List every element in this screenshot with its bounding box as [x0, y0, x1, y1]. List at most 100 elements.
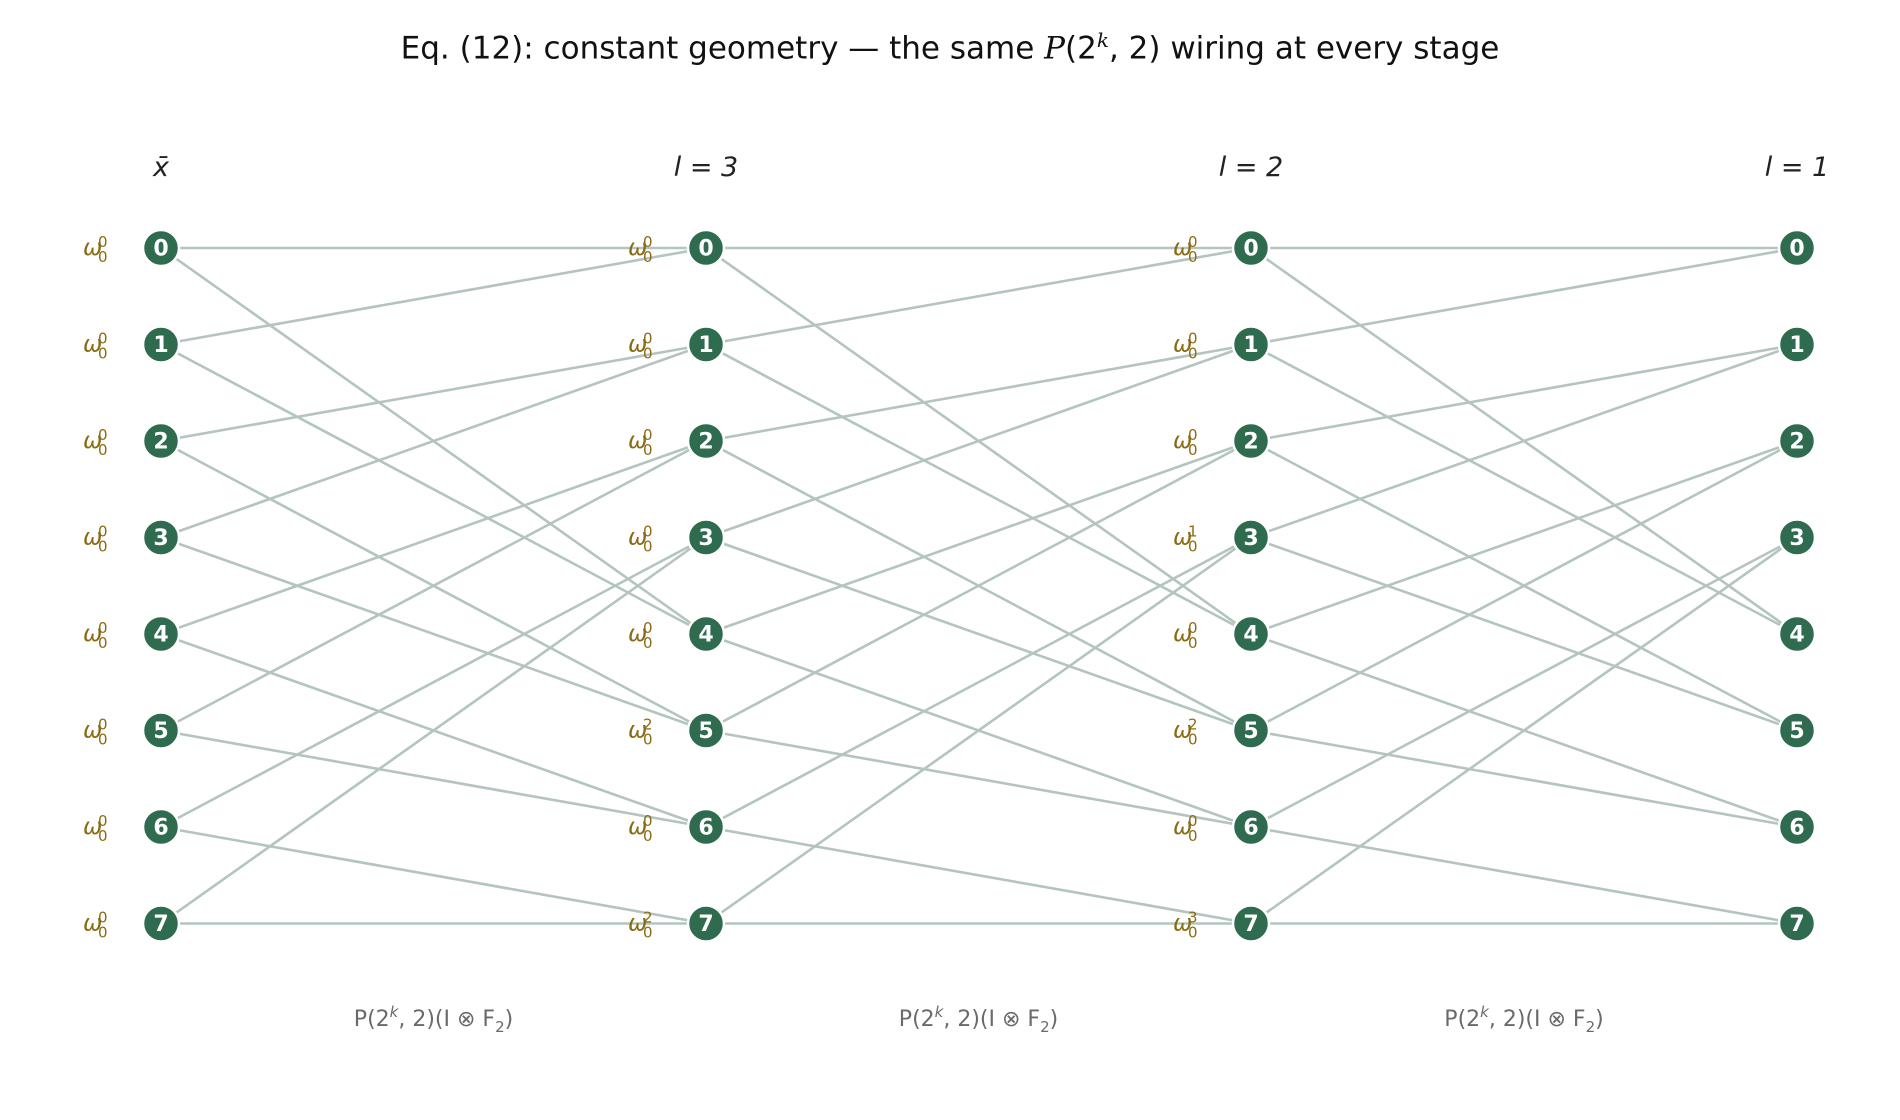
stage-caption-0: P(2k, 2)(I ⊗ F2)	[354, 1003, 513, 1036]
twiddle-omega: ω	[83, 621, 102, 647]
twiddle-omega: ω	[628, 428, 647, 454]
twiddle-omega: ω	[83, 814, 102, 840]
twiddle-omega: ω	[83, 332, 102, 358]
node-c1-6	[686, 807, 726, 847]
stage-labels-layer: x̄ l = 3 l = 2 l = 1	[152, 152, 1829, 183]
node-label-c1-0: 0	[698, 237, 713, 262]
twiddle-omega: ω	[83, 911, 102, 937]
node-c1-0	[686, 228, 726, 268]
node-c2-4	[1231, 614, 1271, 654]
twiddle-c0-0: ω00	[83, 233, 108, 266]
node-c1-7	[686, 904, 726, 943]
twiddle-sub: 0	[1188, 538, 1198, 556]
twiddle-c0-7: ω00	[83, 909, 108, 942]
edge-s1-6-7	[705, 825, 1252, 925]
node-label-c1-3: 3	[698, 526, 713, 551]
twiddle-omega: ω	[628, 814, 647, 840]
caption-k: k	[390, 1003, 400, 1021]
twiddle-sup: 2	[1188, 716, 1198, 734]
edge-s1-7-3	[705, 536, 1252, 925]
twiddle-sup: 0	[98, 330, 108, 348]
edge-s1-5-2	[705, 439, 1252, 732]
edge-s0-1-4	[160, 343, 707, 636]
node-c0-3	[141, 518, 181, 557]
twiddle-sup: 2	[643, 716, 653, 734]
node-c2-0	[1231, 228, 1271, 268]
caption-part: P(2	[1444, 1007, 1480, 1032]
twiddle-omega: ω	[83, 718, 102, 744]
node-label-c1-2: 2	[698, 430, 713, 455]
edge-s2-1-4	[1250, 343, 1798, 636]
twiddle-sub: 0	[643, 345, 653, 363]
twiddle-omega: ω	[628, 718, 647, 744]
twiddle-sub: 0	[1188, 827, 1198, 845]
twiddle-sup: 0	[643, 233, 653, 251]
edge-s1-2-1	[705, 343, 1252, 443]
twiddle-c1-0: ω00	[628, 233, 653, 266]
twiddle-sub: 0	[1188, 634, 1198, 652]
node-label-c2-1: 1	[1243, 333, 1258, 358]
edge-s1-5-6	[705, 729, 1252, 829]
twiddle-sup: 0	[98, 233, 108, 251]
twiddle-sub: 0	[1188, 345, 1198, 363]
caption-part: P(2	[899, 1007, 935, 1032]
node-c3-6	[1777, 807, 1817, 847]
twiddle-c2-5: ω02	[1173, 716, 1198, 749]
twiddle-sup: 0	[1188, 812, 1198, 830]
edge-s2-3-1	[1250, 343, 1798, 539]
stage-label-2: l = 2	[1219, 152, 1283, 183]
node-label-c0-7: 7	[153, 912, 168, 937]
node-c2-7	[1231, 904, 1271, 943]
node-label-c2-5: 5	[1243, 719, 1258, 744]
twiddle-c1-5: ω02	[628, 716, 653, 749]
node-label-c0-3: 3	[153, 526, 168, 551]
node-c1-5	[686, 711, 726, 750]
twiddle-sub: 0	[98, 345, 108, 363]
edge-s2-4-2	[1250, 439, 1798, 636]
node-label-c3-3: 3	[1789, 526, 1804, 551]
node-label-c3-1: 1	[1789, 333, 1804, 358]
title-text: Eq. (12): constant geometry — the same	[400, 30, 1045, 67]
twiddle-sup: 0	[643, 812, 653, 830]
node-c2-2	[1231, 421, 1271, 461]
node-c0-6	[141, 807, 181, 847]
node-c1-4	[686, 614, 726, 654]
node-label-c0-0: 0	[153, 237, 168, 262]
stage-label-0: x̄	[152, 152, 170, 183]
caption-sub: 2	[1040, 1018, 1050, 1036]
twiddle-sub: 0	[98, 441, 108, 459]
node-label-c0-5: 5	[153, 719, 168, 744]
twiddle-sup: 0	[98, 716, 108, 734]
node-c0-7	[141, 904, 181, 943]
node-label-c1-1: 1	[698, 333, 713, 358]
twiddle-omega: ω	[1173, 332, 1192, 358]
node-c3-2	[1777, 421, 1817, 461]
twiddle-sup: 0	[98, 523, 108, 541]
twiddle-sub: 0	[643, 634, 653, 652]
edge-s2-7-3	[1250, 536, 1798, 925]
edge-s0-4-2	[160, 439, 707, 636]
edge-s2-6-7	[1250, 825, 1798, 925]
node-label-c1-5: 5	[698, 719, 713, 744]
twiddle-omega: ω	[628, 332, 647, 358]
twiddle-sub: 0	[98, 538, 108, 556]
node-c3-1	[1777, 325, 1817, 364]
node-label-c2-4: 4	[1243, 623, 1258, 648]
title-sup: k	[1096, 28, 1109, 52]
edge-s0-3-1	[160, 343, 707, 539]
node-label-c2-2: 2	[1243, 430, 1258, 455]
edge-s2-2-1	[1250, 343, 1798, 443]
twiddle-sup: 0	[643, 330, 653, 348]
stage-caption-1: P(2k, 2)(I ⊗ F2)	[899, 1003, 1058, 1036]
node-label-c3-2: 2	[1789, 430, 1804, 455]
node-c2-5	[1231, 711, 1271, 750]
edge-s1-3-1	[705, 343, 1252, 539]
twiddle-sub: 0	[98, 634, 108, 652]
caption-part: )	[1050, 1007, 1059, 1032]
twiddle-c0-1: ω00	[83, 330, 108, 363]
node-c2-1	[1231, 325, 1271, 364]
twiddle-sub: 0	[98, 248, 108, 266]
node-c0-0	[141, 228, 181, 268]
edge-s2-6-3	[1250, 536, 1798, 829]
